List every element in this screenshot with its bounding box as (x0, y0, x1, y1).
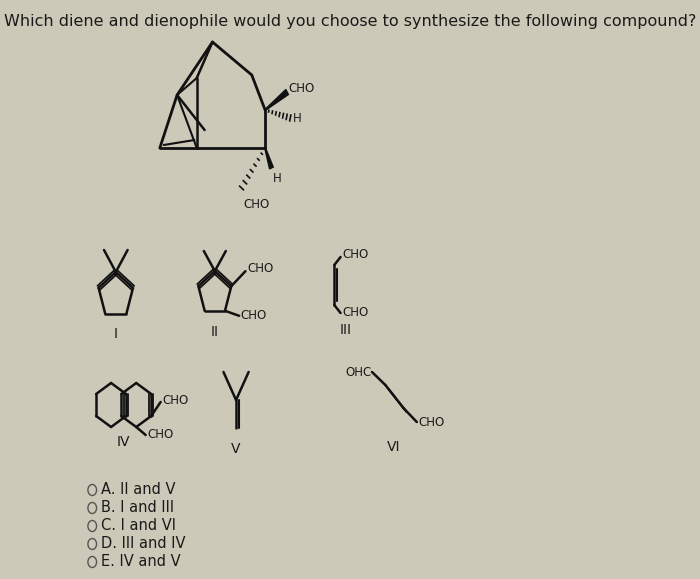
Text: CHO: CHO (419, 416, 444, 428)
Text: I: I (114, 327, 118, 341)
Text: Which diene and dienophile would you choose to synthesize the following compound: Which diene and dienophile would you cho… (4, 14, 696, 29)
Text: IV: IV (117, 435, 130, 449)
Polygon shape (265, 90, 288, 111)
Text: H: H (293, 112, 302, 124)
Text: VI: VI (386, 440, 400, 454)
Text: II: II (211, 325, 219, 339)
Text: III: III (340, 323, 352, 337)
Text: D. III and IV: D. III and IV (101, 537, 186, 552)
Text: A. II and V: A. II and V (101, 482, 176, 497)
Text: CHO: CHO (342, 306, 368, 320)
Text: CHO: CHO (288, 82, 315, 94)
Text: CHO: CHO (162, 394, 188, 406)
Text: CHO: CHO (243, 198, 270, 211)
Text: V: V (231, 442, 241, 456)
Text: CHO: CHO (147, 428, 174, 442)
Text: OHC: OHC (346, 365, 372, 379)
Text: H: H (273, 172, 281, 185)
Text: CHO: CHO (342, 248, 368, 262)
Text: E. IV and V: E. IV and V (101, 555, 181, 570)
Text: C. I and VI: C. I and VI (101, 519, 176, 533)
Polygon shape (265, 148, 273, 169)
Text: CHO: CHO (247, 262, 273, 274)
Text: CHO: CHO (241, 309, 267, 323)
Text: B. I and III: B. I and III (101, 500, 174, 515)
